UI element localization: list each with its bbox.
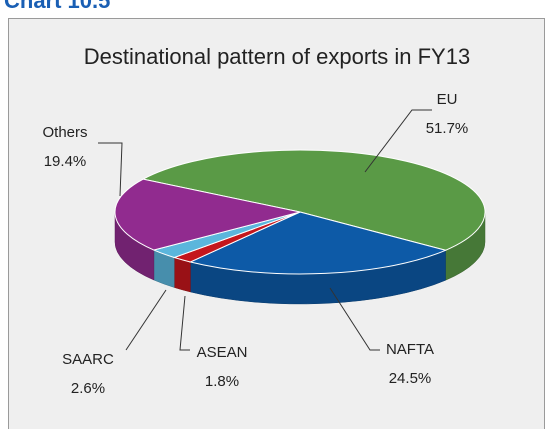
category-label: ASEAN [197, 344, 248, 361]
leader-line [329, 287, 380, 351]
value-label: 2.6% [71, 380, 105, 397]
leader-line [125, 289, 167, 351]
category-label: EU [437, 91, 458, 108]
labels: EU 51.7% NAFTA 24.5% ASEAN 1.8% SAARC 2.6% Other… [42, 91, 468, 397]
chart-header: Chart 10.5 [4, 0, 110, 13]
leader-line [179, 295, 190, 351]
chart-title: Destinational pattern of exports in FY13 [84, 44, 470, 69]
category-label: NAFTA [386, 341, 434, 358]
slice-side [174, 257, 191, 293]
leader-line [364, 109, 432, 173]
pie [114, 149, 486, 305]
slice [114, 178, 301, 251]
slice [141, 149, 486, 251]
value-label: 51.7% [426, 120, 469, 137]
category-label: Others [42, 124, 87, 141]
category-label: SAARC [62, 351, 114, 368]
value-label: 19.4% [44, 153, 87, 170]
value-label: 24.5% [389, 370, 432, 387]
value-label: 1.8% [205, 373, 239, 390]
slice [188, 211, 448, 275]
leader-line [98, 142, 123, 197]
